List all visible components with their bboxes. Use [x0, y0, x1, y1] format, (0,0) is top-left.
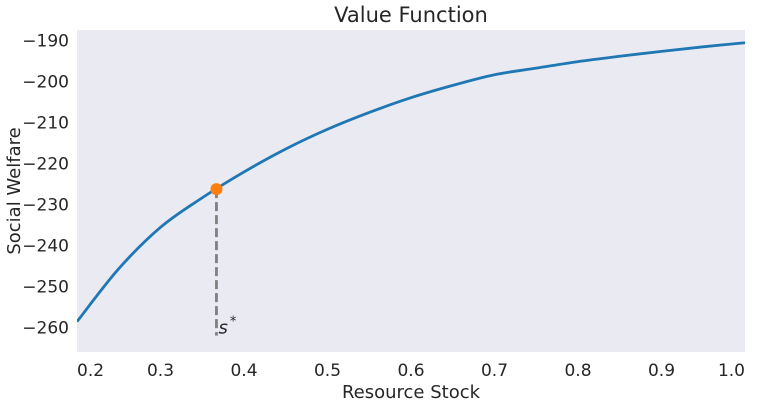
y-tick-label: −260	[22, 318, 69, 338]
y-tick-label: −220	[22, 154, 69, 174]
y-tick-labels: −190 −200 −210 −220 −230 −240 −250 −260	[22, 31, 69, 338]
optimal-point-label-base: s	[218, 318, 227, 339]
x-tick-label: 0.6	[397, 361, 424, 381]
y-tick-label: −190	[22, 31, 69, 51]
optimal-point-label: s *	[218, 315, 236, 339]
series-line-0	[77, 41, 745, 323]
x-tick-label: 0.9	[648, 361, 675, 381]
x-tick-label: 0.4	[230, 361, 257, 381]
chart-title: Value Function	[334, 3, 488, 27]
x-tick-label: 0.7	[481, 361, 508, 381]
x-axis-label: Resource Stock	[342, 382, 481, 403]
x-tick-label: 1.0	[718, 361, 745, 381]
x-tick-label: 0.8	[564, 361, 591, 381]
x-tick-labels: 0.2 0.3 0.4 0.5 0.6 0.7 0.8 0.9 1.0	[77, 361, 745, 381]
x-tick-label: 0.5	[314, 361, 341, 381]
y-tick-label: −200	[22, 72, 69, 92]
y-tick-label: −230	[22, 195, 69, 215]
y-tick-label: −250	[22, 277, 69, 297]
optimal-point-label-sup: *	[230, 315, 237, 330]
x-tick-label: 0.2	[77, 361, 104, 381]
plot-background	[77, 30, 745, 352]
y-tick-label: −210	[22, 113, 69, 133]
y-axis-label: Social Welfare	[4, 127, 25, 254]
x-tick-label: 0.3	[147, 361, 174, 381]
plot-marks: s *	[77, 41, 745, 339]
y-tick-label: −240	[22, 236, 69, 256]
optimal-point	[210, 183, 223, 196]
